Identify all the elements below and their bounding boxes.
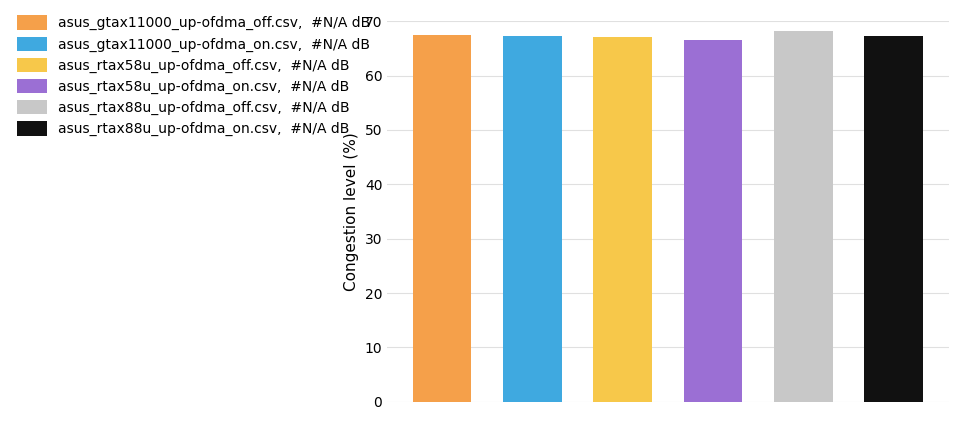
Bar xyxy=(593,38,652,402)
Bar xyxy=(412,35,471,402)
Bar xyxy=(864,36,923,402)
Y-axis label: Congestion level (%): Congestion level (%) xyxy=(345,132,359,291)
Bar xyxy=(503,36,561,402)
Legend: asus_gtax11000_up-ofdma_off.csv,  #N/A dB, asus_gtax11000_up-ofdma_on.csv,  #N/A: asus_gtax11000_up-ofdma_off.csv, #N/A dB… xyxy=(16,15,371,136)
Bar xyxy=(683,40,742,402)
Bar xyxy=(774,31,832,402)
